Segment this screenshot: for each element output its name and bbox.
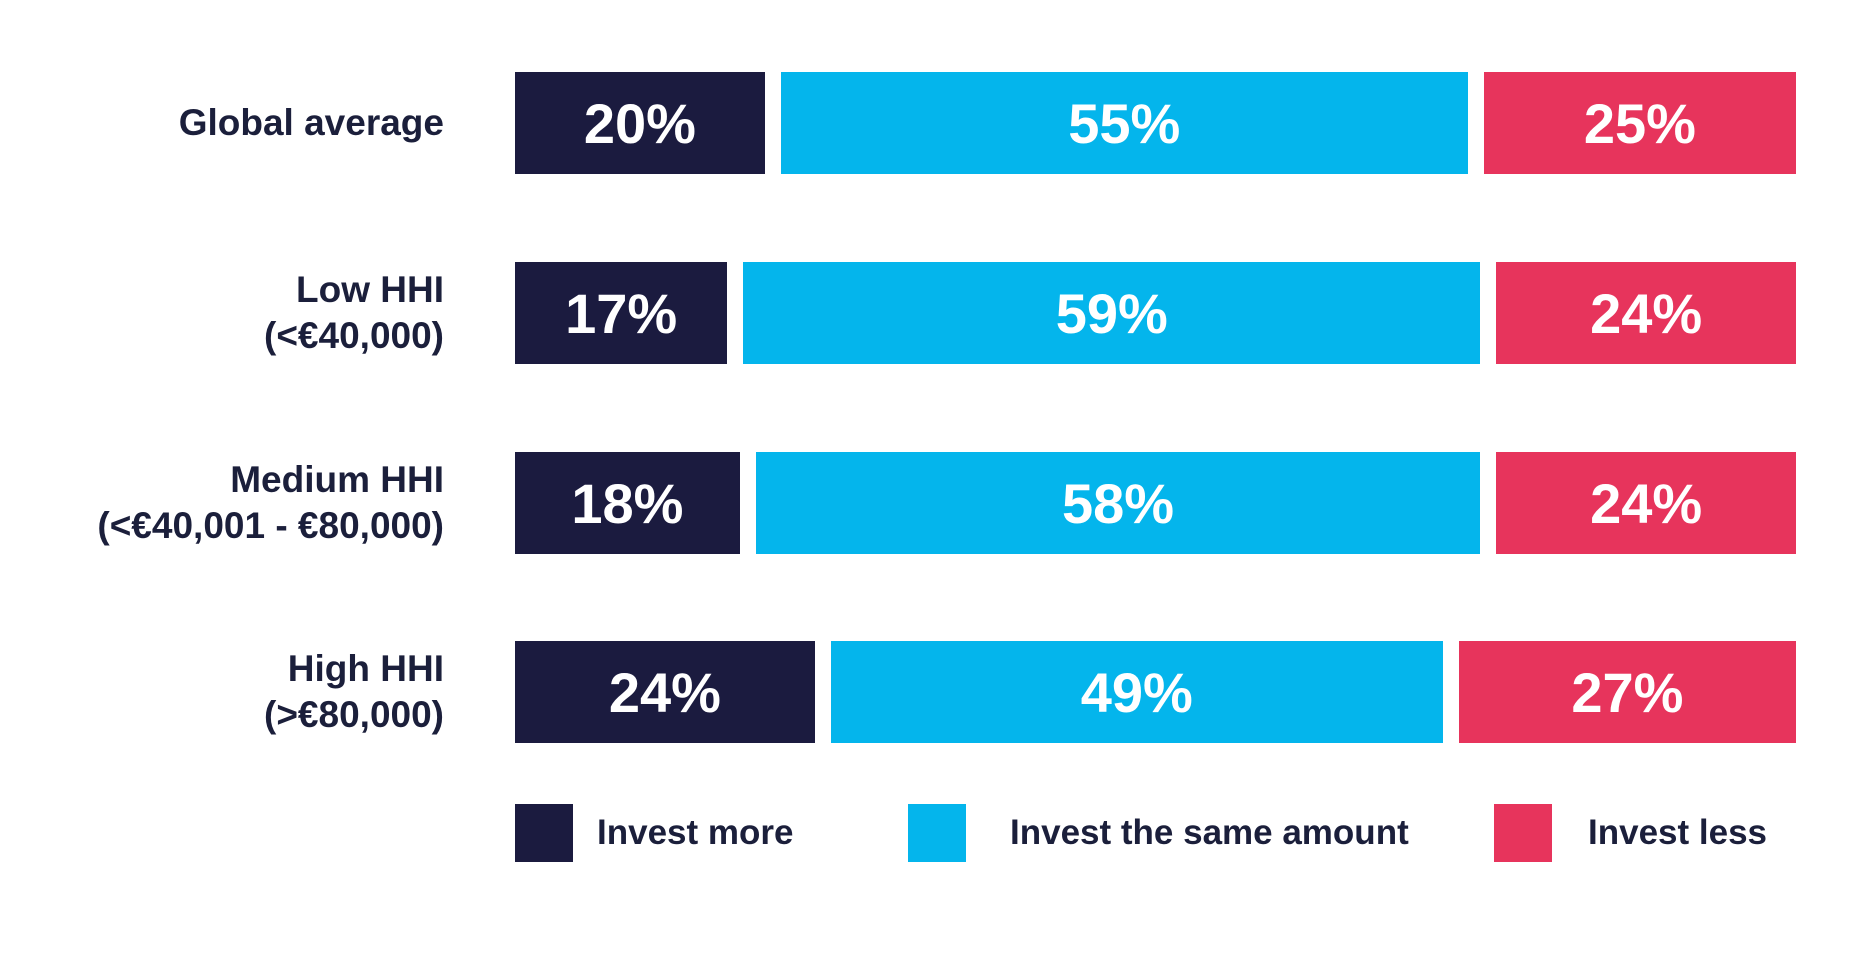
category-label-line: (>€80,000)	[264, 694, 444, 735]
legend-item-invest-same: Invest the same amount	[908, 804, 1409, 862]
category-label: Global average	[4, 100, 444, 146]
bar-segment: 24%	[515, 641, 815, 743]
data-label: 18%	[571, 471, 684, 535]
bar-segment: 25%	[1483, 72, 1796, 174]
data-label: 24%	[1590, 281, 1703, 345]
legend-swatch-invest-less	[1494, 804, 1552, 862]
bar-segment: 27%	[1458, 641, 1796, 743]
legend-swatch-invest-more	[515, 804, 573, 862]
category-label-line: (<€40,001 - €80,000)	[97, 505, 444, 546]
legend-swatch-invest-same	[908, 804, 966, 862]
bar-segment: 58%	[755, 452, 1481, 554]
category-label-line: High HHI	[287, 648, 444, 689]
legend-label-invest-less: Invest less	[1588, 813, 1767, 852]
data-label: 49%	[1080, 660, 1193, 724]
bar-segment: 49%	[830, 641, 1443, 743]
data-label: 24%	[1590, 471, 1703, 535]
data-label: 55%	[1068, 91, 1181, 155]
data-label: 25%	[1583, 91, 1696, 155]
category-label: Low HHI (<€40,000)	[4, 267, 444, 359]
data-label: 20%	[583, 91, 696, 155]
data-label: 58%	[1061, 471, 1175, 535]
bar-segment: 20%	[515, 72, 765, 174]
category-label-line: Medium HHI	[230, 459, 444, 500]
legend-item-invest-less: Invest less	[1494, 804, 1767, 862]
bar-segment: 24%	[1496, 262, 1796, 364]
category-label-line: Low HHI	[296, 269, 444, 310]
data-label: 17%	[565, 281, 678, 345]
bar-segment: 55%	[780, 72, 1468, 174]
category-label-line: Global average	[178, 102, 444, 143]
bar-segment: 18%	[515, 452, 740, 554]
data-label: 27%	[1571, 660, 1684, 724]
legend-label-invest-same: Invest the same amount	[1010, 813, 1409, 852]
bar-segment: 24%	[1496, 452, 1796, 554]
category-label: High HHI (>€80,000)	[4, 646, 444, 738]
data-label: 24%	[608, 660, 721, 724]
bar-segment: 17%	[515, 262, 728, 364]
legend-label-invest-more: Invest more	[597, 813, 794, 852]
data-label: 59%	[1055, 281, 1168, 345]
category-label: Medium HHI (<€40,001 - €80,000)	[4, 457, 444, 549]
bar-segment: 59%	[743, 262, 1481, 364]
legend-item-invest-more: Invest more	[515, 804, 793, 862]
category-label-line: (<€40,000)	[264, 315, 444, 356]
